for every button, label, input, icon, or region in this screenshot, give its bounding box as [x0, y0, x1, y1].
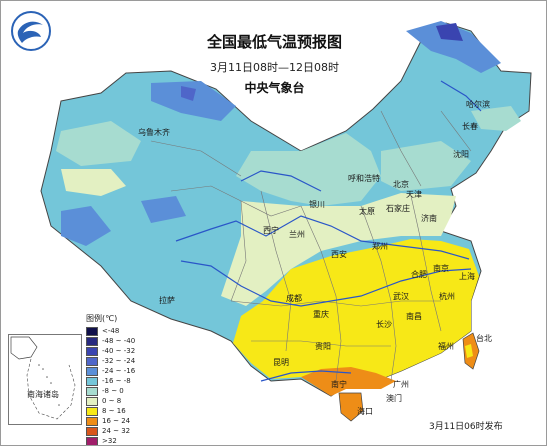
city-label: 贵阳 [315, 342, 331, 351]
south-china-sea-inset: 南海诸岛 [8, 334, 82, 425]
city-label: 成都 [286, 294, 302, 303]
legend-label: -48 ~ -40 [102, 337, 136, 345]
city-label: 北京 [393, 180, 409, 189]
city-label: 福州 [438, 342, 454, 351]
city-label: 海口 [357, 407, 373, 416]
city-label: 长沙 [376, 320, 392, 329]
legend-item: <-48 [86, 326, 146, 336]
legend-item: -16 ~ -8 [86, 376, 146, 386]
city-label: 西安 [331, 250, 347, 259]
legend-swatch [86, 336, 98, 346]
city-label: 太原 [359, 207, 375, 216]
legend-swatch [86, 366, 98, 376]
legend-item: -24 ~ -16 [86, 366, 146, 376]
inset-map [10, 336, 76, 420]
map-subtitle: 3月11日08时—12日08时 [210, 61, 339, 74]
legend-label: -16 ~ -8 [102, 377, 131, 385]
publish-time: 3月11日06时发布 [429, 422, 503, 432]
city-label: 呼和浩特 [348, 174, 380, 183]
legend-swatch [86, 346, 98, 356]
city-label: 兰州 [289, 230, 305, 239]
legend-label: 0 ~ 8 [102, 397, 122, 405]
city-label: 西宁 [263, 226, 279, 235]
city-label: 上海 [459, 272, 475, 281]
city-label: 沈阳 [453, 150, 469, 159]
city-label: 银川 [309, 200, 325, 209]
city-label: 郑州 [372, 242, 388, 251]
legend-label: 8 ~ 16 [102, 407, 126, 415]
legend-swatch [86, 376, 98, 386]
legend: 图例(℃) <-48 -48 ~ -40 -40 ~ -32 -32 ~ -24… [86, 313, 146, 445]
legend-label: 24 ~ 32 [102, 427, 131, 435]
city-label: 广州 [393, 380, 409, 389]
city-label: 武汉 [393, 292, 409, 301]
city-label: 澳门 [386, 394, 402, 403]
city-label: 拉萨 [159, 296, 175, 305]
legend-item: 0 ~ 8 [86, 396, 146, 406]
legend-swatch [86, 356, 98, 366]
city-label: 台北 [476, 334, 492, 343]
legend-label: <-48 [102, 327, 120, 335]
legend-label: >32 [102, 437, 117, 445]
legend-swatch [86, 416, 98, 426]
city-label: 乌鲁木齐 [138, 128, 170, 137]
legend-item: >32 [86, 436, 146, 445]
legend-swatch [86, 326, 98, 336]
inset-label: 南海诸岛 [27, 390, 59, 399]
legend-item: 16 ~ 24 [86, 416, 146, 426]
legend-swatch [86, 396, 98, 406]
legend-item: 24 ~ 32 [86, 426, 146, 436]
legend-label: -24 ~ -16 [102, 367, 136, 375]
city-label: 济南 [421, 214, 437, 223]
city-label: 南京 [433, 264, 449, 273]
map-title: 全国最低气温预报图 [206, 33, 342, 51]
legend-item: -40 ~ -32 [86, 346, 146, 356]
legend-label: -8 ~ 0 [102, 387, 124, 395]
legend-item: -48 ~ -40 [86, 336, 146, 346]
legend-swatch [86, 406, 98, 416]
legend-swatch [86, 436, 98, 445]
legend-swatch [86, 426, 98, 436]
city-label: 天津 [406, 190, 422, 199]
legend-item: -8 ~ 0 [86, 386, 146, 396]
city-label: 杭州 [439, 292, 455, 301]
city-label: 南宁 [331, 380, 347, 389]
legend-label: 16 ~ 24 [102, 417, 131, 425]
legend-label: -32 ~ -24 [102, 357, 136, 365]
legend-item: -32 ~ -24 [86, 356, 146, 366]
legend-item: 8 ~ 16 [86, 406, 146, 416]
legend-label: -40 ~ -32 [102, 347, 136, 355]
map-agency: 中央气象台 [244, 81, 305, 95]
legend-swatch [86, 386, 98, 396]
city-label: 重庆 [313, 310, 329, 319]
city-label: 合肥 [411, 270, 427, 279]
city-label: 长春 [462, 122, 478, 131]
cma-logo-icon [11, 11, 51, 51]
city-label: 石家庄 [386, 204, 410, 213]
legend-title: 图例(℃) [86, 314, 118, 323]
city-label: 南昌 [406, 312, 422, 321]
city-label: 昆明 [273, 358, 289, 367]
city-label: 哈尔滨 [466, 100, 490, 109]
